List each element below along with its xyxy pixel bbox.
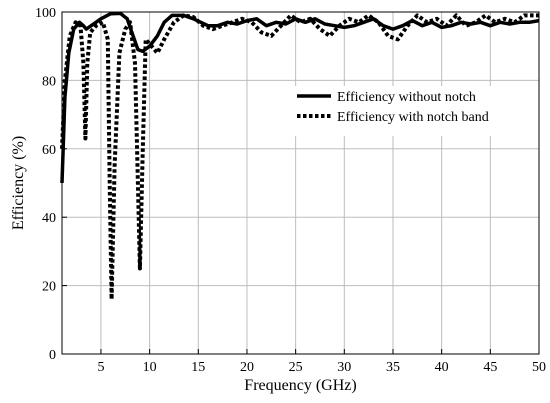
series-line-without-notch [60, 11, 540, 184]
ticks: 0 20 40 60 80 100 5 10 15 20 25 30 35 40 45 50 [35, 6, 546, 375]
x-tick-label: 45 [483, 360, 497, 375]
x-tick-label: 40 [435, 360, 449, 375]
x-tick-label: 25 [289, 360, 303, 375]
series-lines [60, 11, 540, 302]
x-axis-label: Frequency (GHz) [244, 377, 356, 394]
y-tick-label: 20 [42, 280, 56, 295]
legend-background [293, 86, 533, 136]
y-tick-label: 0 [49, 348, 56, 363]
x-tick-label: 35 [386, 360, 400, 375]
legend-entry-label: Efficiency without notch [337, 90, 476, 105]
y-tick-label: 60 [42, 143, 56, 158]
x-tick-label: 5 [97, 360, 104, 375]
plot-area-frame [61, 11, 540, 355]
y-tick-label: 80 [42, 74, 56, 89]
y-tick-label: 100 [35, 6, 56, 21]
series-line-with-notch [60, 13, 539, 302]
legend: Efficiency without notch Efficiency with … [293, 86, 533, 136]
x-tick-label: 30 [337, 360, 351, 375]
x-tick-label: 20 [240, 360, 254, 375]
legend-entry-label: Efficiency with notch band [337, 110, 489, 125]
x-tick-label: 15 [191, 360, 205, 375]
x-tick-label: 50 [532, 360, 546, 375]
y-axis-label: Efficiency (%) [10, 136, 27, 230]
x-tick-label: 10 [143, 360, 157, 375]
y-tick-label: 40 [42, 211, 56, 226]
